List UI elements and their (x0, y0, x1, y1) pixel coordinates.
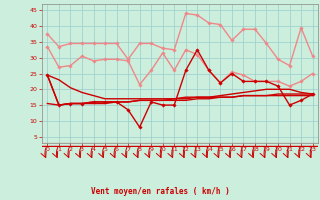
Text: Vent moyen/en rafales ( km/h ): Vent moyen/en rafales ( km/h ) (91, 187, 229, 196)
